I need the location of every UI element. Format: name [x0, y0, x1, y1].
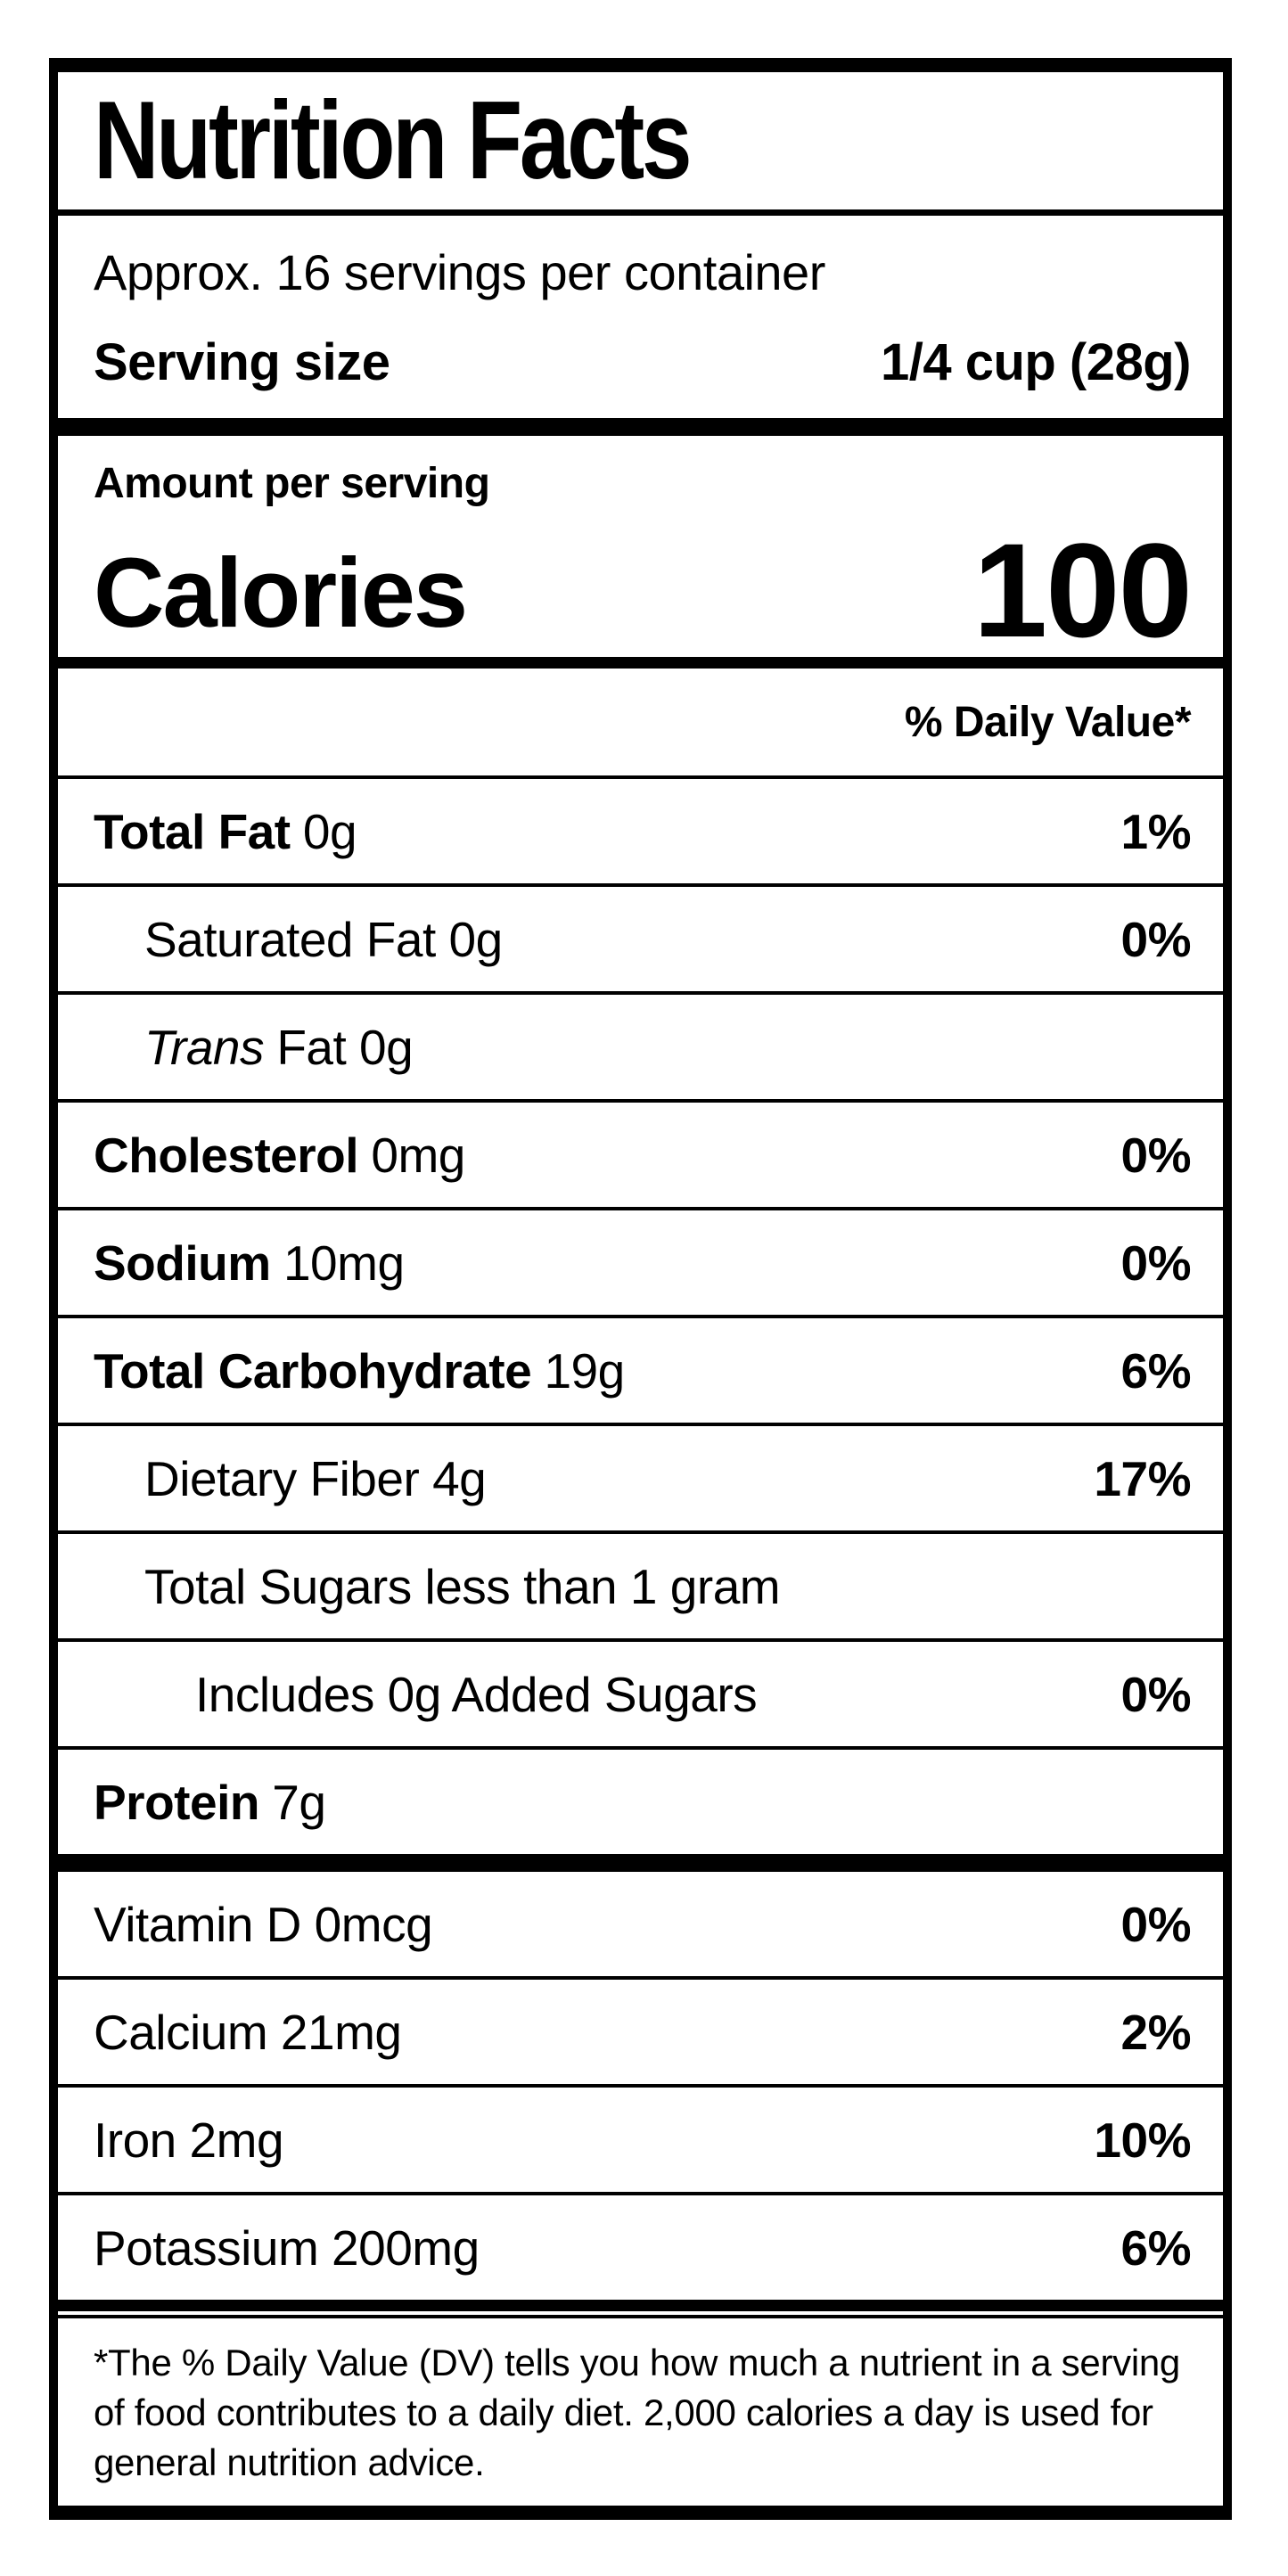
nutrient-amount: 0g	[302, 803, 357, 859]
footnote-text: *The % Daily Value (DV) tells you how mu…	[94, 2342, 1180, 2483]
nutrient-row-saturated-fat: Saturated Fat 0g 0%	[58, 883, 1223, 991]
nutrient-row-sodium: Sodium 10mg 0%	[58, 1207, 1223, 1315]
nutrient-name: Sodium 10mg	[94, 1235, 405, 1292]
calories-value: 100	[972, 515, 1193, 665]
page-title: Nutrition Facts	[94, 79, 693, 202]
nutrient-name: Total Carbohydrate 19g	[94, 1342, 625, 1399]
serving-size-value: 1/4 cup (28g)	[880, 333, 1192, 391]
nutrient-amount: Iron 2mg	[94, 2112, 284, 2168]
nutrient-row-protein: Protein 7g	[58, 1746, 1223, 1854]
nutrient-row-iron: Iron 2mg 10%	[58, 2084, 1223, 2192]
nutrient-row-calcium: Calcium 21mg 2%	[58, 1976, 1223, 2084]
footnote-section: *The % Daily Value (DV) tells you how mu…	[58, 2318, 1223, 2506]
daily-value-header: % Daily Value*	[904, 698, 1192, 746]
nutrient-dv: 0%	[1120, 1896, 1192, 1952]
nutrient-rows-vitamins: Vitamin D 0mcg 0% Calcium 21mg 2% Iron 2…	[58, 1872, 1223, 2300]
row-divider	[58, 775, 1223, 779]
footnote-bar	[58, 2300, 1223, 2311]
serving-size-label: Serving size	[94, 333, 390, 391]
calories-left-column: Amount per serving Calories	[94, 459, 490, 648]
nutrient-name-bold: Cholesterol	[94, 1127, 359, 1183]
nutrient-dv: 17%	[1094, 1450, 1191, 1506]
nutrient-row-total-carbohydrate: Total Carbohydrate 19g 6%	[58, 1315, 1223, 1423]
nutrient-name-bold: Protein	[94, 1774, 259, 1830]
nutrient-name: Trans Fat 0g	[94, 1019, 414, 1076]
servings-per-container-row: Approx. 16 servings per container	[58, 216, 1223, 316]
nutrient-name: Calcium 21mg	[94, 2004, 402, 2061]
nutrient-name: Potassium 200mg	[94, 2219, 480, 2277]
nutrient-dv: 0%	[1120, 1666, 1192, 1722]
nutrient-amount: Potassium 200mg	[94, 2219, 480, 2276]
section-bar-medium	[58, 657, 1223, 669]
nutrient-name: Cholesterol 0mg	[94, 1127, 465, 1184]
nutrient-row-trans-fat: Trans Fat 0g	[58, 991, 1223, 1099]
title-section: Nutrition Facts	[58, 72, 1223, 209]
nutrient-row-potassium: Potassium 200mg 6%	[58, 2192, 1223, 2300]
section-bar-thick-top	[58, 418, 1223, 436]
nutrient-row-dietary-fiber: Dietary Fiber 4g 17%	[58, 1423, 1223, 1530]
nutrient-amount: Total Sugars less than 1 gram	[144, 1558, 781, 1614]
nutrient-dv: 0%	[1120, 1127, 1192, 1183]
nutrient-name: Saturated Fat 0g	[94, 911, 503, 968]
nutrient-name: Dietary Fiber 4g	[94, 1450, 487, 1507]
nutrition-facts-panel: Nutrition Facts Approx. 16 servings per …	[49, 58, 1232, 2520]
title-divider	[58, 209, 1223, 216]
nutrient-name-italic: Trans	[144, 1019, 265, 1075]
calories-label: Calories	[94, 538, 468, 648]
nutrient-dv: 6%	[1120, 2219, 1192, 2276]
nutrient-amount: 19g	[544, 1342, 625, 1399]
nutrient-amount: Vitamin D 0mcg	[94, 1896, 433, 1952]
nutrient-amount: 10mg	[283, 1235, 405, 1291]
nutrient-dv: 10%	[1094, 2112, 1191, 2168]
nutrient-amount: Dietary Fiber 4g	[144, 1450, 487, 1506]
nutrient-dv: 2%	[1120, 2004, 1192, 2060]
nutrient-dv: 1%	[1120, 803, 1192, 859]
nutrient-amount: 7g	[272, 1774, 326, 1830]
nutrient-amount: Includes 0g Added Sugars	[195, 1666, 758, 1722]
nutrient-dv: 6%	[1120, 1342, 1192, 1399]
daily-value-header-row: % Daily Value*	[58, 669, 1223, 775]
amount-per-serving-label: Amount per serving	[94, 460, 490, 507]
nutrient-name: Includes 0g Added Sugars	[94, 1666, 758, 1723]
nutrient-row-vitamin-d: Vitamin D 0mcg 0%	[58, 1872, 1223, 1976]
nutrient-name: Vitamin D 0mcg	[94, 1896, 433, 1953]
nutrient-name-bold: Total Fat	[94, 803, 291, 859]
nutrient-amount: Fat 0g	[276, 1019, 414, 1075]
nutrient-name: Total Fat 0g	[94, 803, 357, 860]
section-bar-thick-bottom	[58, 1854, 1223, 1872]
nutrient-name: Protein 7g	[94, 1774, 326, 1831]
nutrient-row-total-fat: Total Fat 0g 1%	[58, 779, 1223, 883]
nutrient-dv: 0%	[1120, 911, 1192, 967]
calories-section: Amount per serving Calories 100	[58, 436, 1223, 657]
nutrient-rows-main: Total Fat 0g 1% Saturated Fat 0g 0% Trans…	[58, 779, 1223, 1854]
nutrient-amount: 0mg	[371, 1127, 465, 1183]
nutrient-row-cholesterol: Cholesterol 0mg 0%	[58, 1099, 1223, 1207]
nutrient-row-total-sugars: Total Sugars less than 1 gram	[58, 1530, 1223, 1638]
nutrient-amount: Saturated Fat 0g	[144, 911, 503, 967]
nutrient-amount: Calcium 21mg	[94, 2004, 402, 2060]
nutrient-name: Total Sugars less than 1 gram	[94, 1558, 781, 1615]
nutrient-name: Iron 2mg	[94, 2112, 284, 2169]
nutrient-dv: 0%	[1120, 1235, 1192, 1291]
nutrient-name-bold: Sodium	[94, 1235, 271, 1291]
servings-per-container-text: Approx. 16 servings per container	[94, 243, 825, 300]
footnote-bar-gap	[58, 2311, 1223, 2315]
serving-size-row: Serving size 1/4 cup (28g)	[58, 316, 1223, 418]
footnote-divider	[58, 2315, 1223, 2318]
nutrient-name-bold: Total Carbohydrate	[94, 1342, 532, 1399]
nutrient-row-added-sugars: Includes 0g Added Sugars 0%	[58, 1638, 1223, 1746]
